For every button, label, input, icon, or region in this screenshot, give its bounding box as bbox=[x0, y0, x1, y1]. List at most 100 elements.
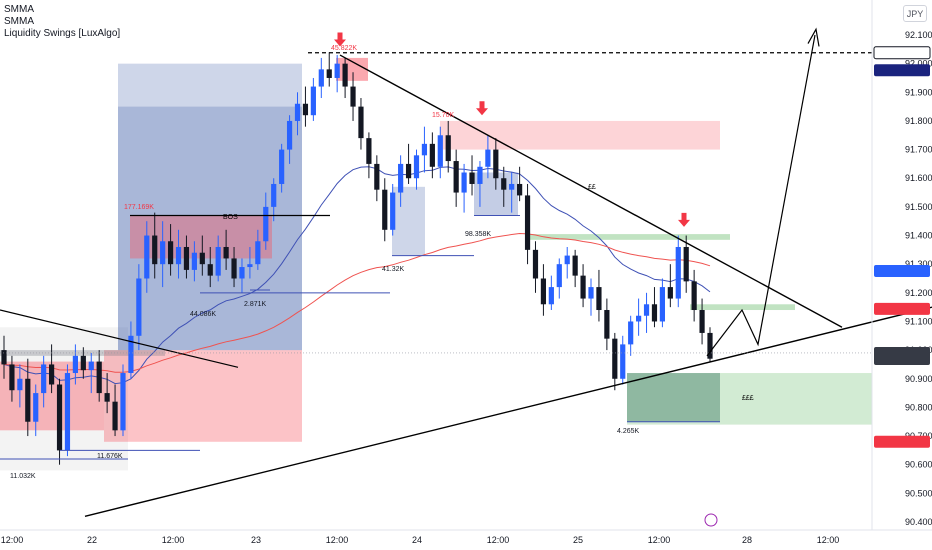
price-label-box bbox=[874, 435, 930, 448]
candle-body bbox=[286, 120, 293, 150]
y-tick-label: 91.700 bbox=[905, 145, 932, 155]
candle-body bbox=[104, 393, 110, 402]
projection-path bbox=[706, 34, 816, 357]
candle-body bbox=[469, 172, 475, 184]
price-label-box bbox=[874, 265, 930, 278]
candle-body bbox=[509, 183, 515, 190]
volume-label: 98.358K bbox=[465, 231, 491, 238]
candle-body bbox=[183, 246, 190, 270]
candle-body bbox=[453, 161, 459, 193]
x-tick-label: 12:00 bbox=[487, 535, 510, 545]
y-tick-label: 91.600 bbox=[905, 173, 932, 183]
candle-body bbox=[9, 364, 15, 391]
price-label-box bbox=[874, 352, 930, 365]
x-tick-label: 24 bbox=[412, 535, 422, 545]
x-tick-label: 28 bbox=[742, 535, 752, 545]
candle-body bbox=[524, 195, 531, 250]
candle-body bbox=[413, 155, 420, 179]
candle-body bbox=[691, 281, 697, 311]
volume-label: 177.169K bbox=[124, 204, 154, 211]
candle-body bbox=[461, 172, 467, 193]
bos-label: BOS bbox=[223, 214, 238, 221]
candle-body bbox=[160, 241, 166, 265]
x-tick-label: 23 bbox=[251, 535, 261, 545]
candle-body bbox=[326, 69, 332, 78]
y-tick-label: 91.300 bbox=[905, 259, 932, 269]
legend-smma-1[interactable]: SMMA bbox=[4, 4, 34, 15]
candle-body bbox=[231, 258, 237, 279]
candle-body bbox=[358, 106, 364, 139]
y-tick-label: 90.600 bbox=[905, 460, 932, 470]
legend-smma-2[interactable]: SMMA bbox=[4, 16, 34, 27]
volume-label: 11.676K bbox=[97, 453, 123, 460]
zone-red-mid bbox=[440, 120, 720, 150]
candle-body bbox=[532, 249, 539, 279]
candle-body bbox=[517, 183, 523, 196]
candle-body bbox=[628, 321, 634, 345]
candle-body bbox=[25, 378, 31, 422]
y-tick-label: 91.900 bbox=[905, 87, 932, 97]
price-label-box bbox=[874, 64, 930, 77]
volume-label: 44.086K bbox=[190, 311, 216, 318]
candle-body bbox=[390, 192, 396, 230]
volume-label: 4.265K bbox=[617, 428, 640, 435]
candle-body bbox=[659, 287, 666, 322]
volume-label: 2.871K bbox=[244, 301, 267, 308]
candle-body bbox=[382, 189, 388, 230]
candle-body bbox=[572, 255, 578, 276]
candle-body bbox=[128, 335, 134, 374]
candle-body bbox=[88, 361, 94, 371]
y-tick-label: 91.500 bbox=[905, 202, 932, 212]
candle-body bbox=[643, 304, 650, 316]
y-tick-label: 90.500 bbox=[905, 488, 932, 498]
candle-body bbox=[1, 350, 7, 365]
candle-body bbox=[588, 287, 594, 299]
candle-body bbox=[294, 103, 301, 121]
candle-body bbox=[48, 364, 55, 385]
zone-green-large bbox=[627, 373, 872, 425]
candle-body bbox=[683, 246, 689, 282]
candle-body bbox=[501, 178, 507, 190]
time-axis[interactable] bbox=[0, 513, 932, 531]
y-tick-label: 90.800 bbox=[905, 402, 932, 412]
projection-arrowhead bbox=[807, 27, 820, 47]
candle-body bbox=[72, 355, 78, 374]
candle-body bbox=[651, 304, 658, 322]
price-axis[interactable] bbox=[871, 0, 931, 530]
candle-body bbox=[405, 163, 412, 179]
candle-body bbox=[437, 135, 443, 167]
y-tick-label: 92.000 bbox=[905, 59, 932, 69]
currency-badge[interactable]: JPY bbox=[903, 5, 927, 22]
volume-label: 45.822K bbox=[331, 45, 357, 52]
zone-blue-small bbox=[392, 186, 425, 256]
zone-green-line-mid bbox=[690, 304, 795, 311]
candle-body bbox=[374, 163, 380, 190]
candle-body bbox=[33, 393, 39, 422]
candle-body bbox=[56, 384, 63, 451]
zone-bos bbox=[130, 215, 272, 259]
candle-body bbox=[548, 287, 554, 305]
candle-body bbox=[350, 86, 356, 107]
candle-body bbox=[255, 241, 261, 265]
volume-label: 15.70K bbox=[432, 112, 455, 119]
candle-body bbox=[477, 166, 483, 184]
candle-body bbox=[398, 163, 404, 193]
candle-body bbox=[612, 338, 618, 379]
candle-body bbox=[112, 401, 118, 431]
legend-liquidity-swings[interactable]: Liquidity Swings [LuxAlgo] bbox=[4, 28, 121, 39]
price-label-box bbox=[874, 302, 930, 315]
candle-body bbox=[239, 267, 245, 279]
ee-label: ££ bbox=[588, 184, 596, 191]
y-tick-label: 91.800 bbox=[905, 116, 932, 126]
candle-body bbox=[556, 264, 562, 288]
zone-grey-strip bbox=[0, 350, 165, 356]
x-tick-label: 12:00 bbox=[1, 535, 24, 545]
candle-body bbox=[604, 310, 610, 339]
candles-layer bbox=[1, 52, 713, 465]
indicator-legend: SMMA SMMA Liquidity Swings [LuxAlgo] bbox=[4, 4, 120, 40]
zones-layer bbox=[0, 57, 872, 471]
candle-body bbox=[485, 149, 491, 167]
x-tick-label: 12:00 bbox=[817, 535, 840, 545]
candle-body bbox=[493, 149, 499, 179]
